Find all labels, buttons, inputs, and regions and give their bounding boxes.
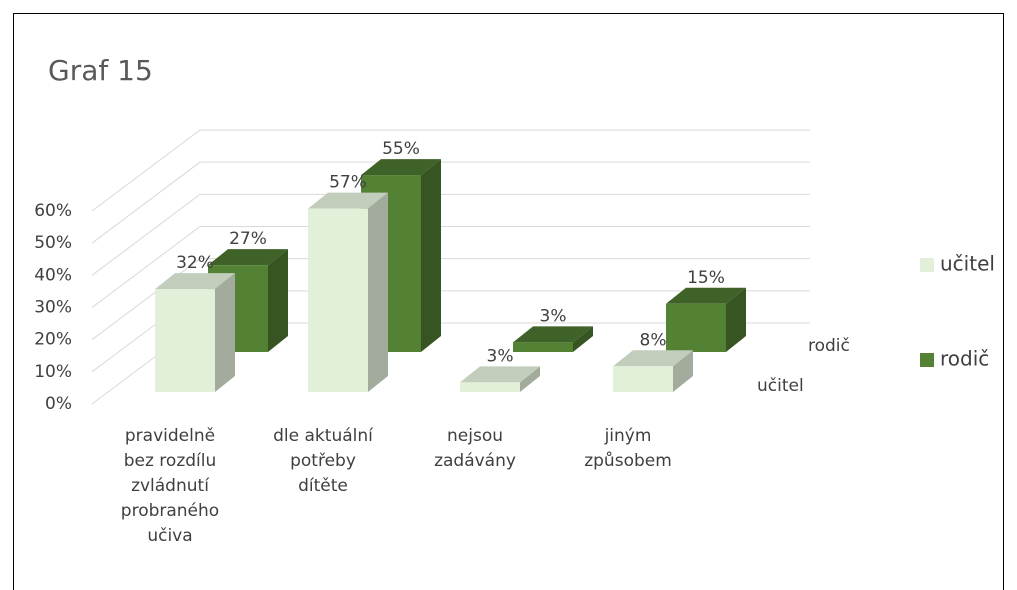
bar [460,382,520,392]
frame [13,13,1004,590]
x-tick-label: dle aktuální potřeby dítěte [273,426,373,496]
x-tick-label: jiným způsobem [584,426,672,471]
bar [513,342,573,352]
bar [613,366,673,392]
bar-side [673,350,693,392]
y-tick-label: 50% [34,233,72,253]
y-tick-label: 20% [34,330,72,350]
bar-side [726,287,746,352]
y-tick-label: 0% [45,394,72,414]
legend-swatch [920,258,934,272]
depth-label: rodič [808,336,850,356]
bar-top [208,249,288,266]
bar-top [613,350,693,367]
depth-label: učitel [757,376,804,396]
bar-top [460,366,540,383]
y-tick-label: 10% [34,362,72,382]
grid-line [91,129,810,212]
bar-top [155,273,235,290]
grid-line [91,193,810,276]
grid-line [91,161,810,244]
legend-swatch [920,353,934,367]
y-tick-label: 30% [34,298,72,318]
bar-side [520,366,540,392]
bar-side [573,326,593,352]
grid-line [91,226,810,308]
y-tick-label: 40% [34,265,72,285]
data-label: 57% [329,173,367,193]
data-label: 3% [487,346,514,366]
legend-label: rodič [940,347,989,371]
bar-top [666,287,746,304]
data-label: 8% [640,330,667,350]
legend-label: učitel [940,252,995,276]
bar-top [308,192,388,209]
bar-side [215,273,235,392]
chart-title: Graf 15 [48,54,153,87]
bar [666,303,726,352]
bar-top [513,326,593,343]
bar [155,289,215,392]
data-label: 27% [229,229,267,249]
bar-side [268,249,288,352]
data-label: 15% [687,268,725,288]
x-tick-label: pravidelně bez rozdílu zvládnutí probran… [120,426,220,546]
bar-side [421,159,441,352]
bar [308,208,368,392]
grid-line [91,258,810,341]
data-label: 3% [540,306,567,326]
data-label: 55% [382,139,420,159]
bar-side [368,192,388,392]
data-label: 32% [176,253,214,273]
x-tick-label: nejsou zadávány [434,426,516,471]
bar-top [361,159,441,176]
y-tick-label: 60% [34,201,72,221]
